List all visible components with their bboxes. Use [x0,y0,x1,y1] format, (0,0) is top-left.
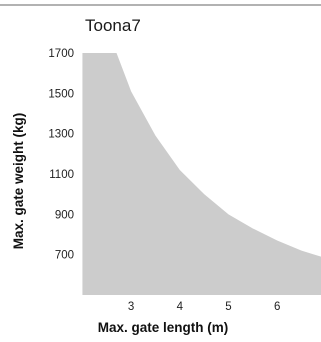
capacity-area [82,53,321,295]
y-tick-label: 1500 [48,88,74,100]
y-tick-label: 1300 [48,129,74,141]
x-tick-label: 6 [274,301,280,313]
y-tick-label: 1700 [48,48,74,60]
x-tick-label: 5 [225,301,231,313]
y-tick-label: 700 [55,250,74,262]
area-layer [82,53,321,295]
x-tick-labels: 3 4 5 6 [128,301,280,313]
y-tick-labels: 700 900 1100 1300 1500 1700 [48,48,74,262]
y-tick-label: 1100 [49,169,74,181]
x-tick-label: 4 [177,301,184,313]
x-tick-label: 3 [128,301,134,313]
x-axis-label: Max. gate length (m) [98,320,229,335]
chart-title: Toona7 [85,16,141,35]
y-tick-label: 900 [55,209,74,221]
y-axis-label: Max. gate weight (kg) [11,113,26,250]
